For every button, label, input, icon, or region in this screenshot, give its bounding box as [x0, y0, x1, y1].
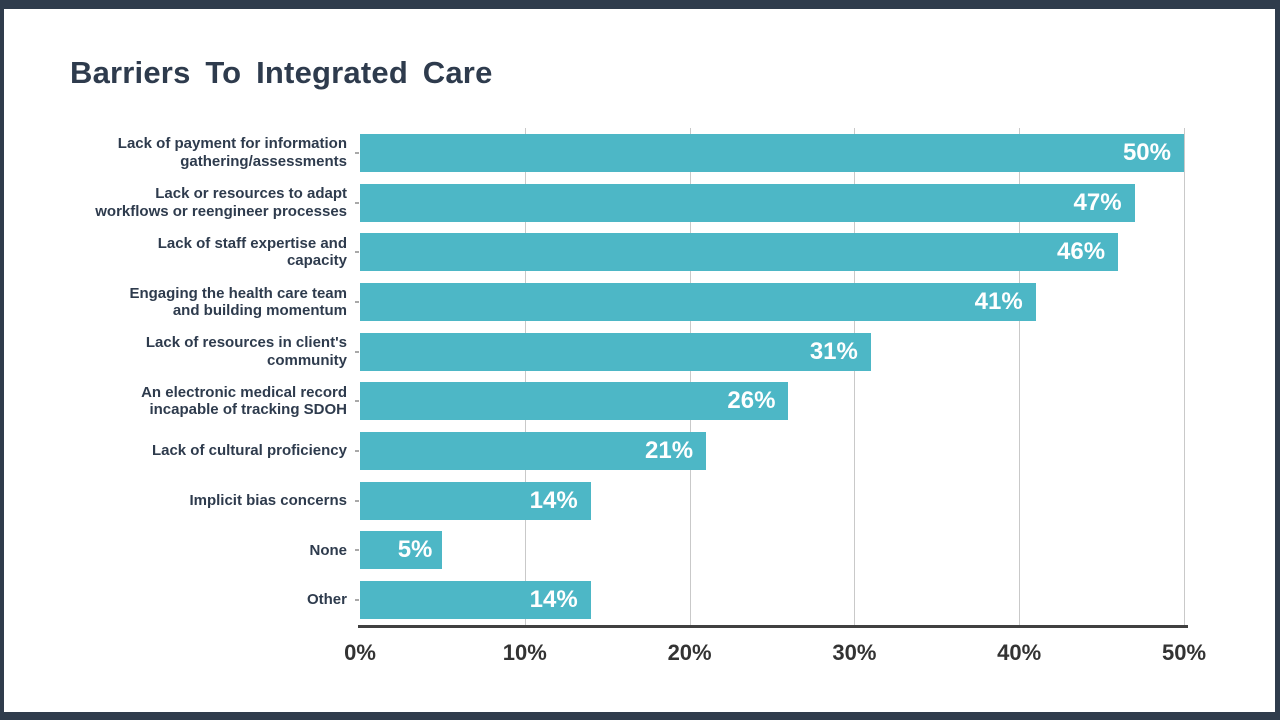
- bar-row: 46%: [355, 227, 1184, 277]
- bar: 47%: [360, 183, 1135, 222]
- category-label-row: Lack of staff expertise and capacity: [40, 227, 347, 277]
- category-label: None: [309, 541, 348, 559]
- plot-area: 50% 47% 46% 41% 31% 26% 21% 14% 5% 14%: [355, 128, 1188, 628]
- bar-value-label: 31%: [809, 337, 858, 365]
- bar: 31%: [360, 332, 871, 371]
- category-label-row: Lack of resources in client's community: [40, 327, 347, 377]
- bar: 41%: [360, 282, 1036, 321]
- category-label: Implicit bias concerns: [189, 492, 347, 510]
- bar-value-label: 26%: [727, 387, 776, 415]
- category-axis-tick: [355, 499, 359, 502]
- bar-row: 47%: [355, 178, 1184, 228]
- bar: 14%: [360, 481, 591, 520]
- category-label: Lack of resources in client's community: [145, 334, 347, 369]
- category-label-row: Lack of cultural proficiency: [40, 426, 347, 476]
- bar-value-label: 14%: [529, 486, 578, 514]
- x-tick-label: 40%: [997, 640, 1042, 665]
- bar-row: 26%: [355, 377, 1184, 427]
- category-axis-tick: [355, 251, 359, 254]
- bar-value-label: 46%: [1057, 238, 1106, 266]
- x-tick-label: 20%: [667, 640, 712, 665]
- category-axis-tick: [355, 350, 359, 353]
- gridline: [854, 128, 856, 625]
- bar-row: 14%: [355, 575, 1184, 625]
- category-label-row: Other: [40, 575, 347, 625]
- gridline: [524, 128, 526, 625]
- bar-row: 14%: [355, 476, 1184, 526]
- bar: 26%: [360, 382, 789, 421]
- bar: 21%: [360, 432, 707, 471]
- bar: 14%: [360, 581, 591, 620]
- x-tick-label: 0%: [344, 640, 376, 665]
- bar: 46%: [360, 233, 1119, 272]
- category-label: Lack of cultural proficiency: [151, 442, 347, 460]
- x-tick-label: 10%: [502, 640, 547, 665]
- bar-value-label: 5%: [397, 536, 433, 564]
- bar-row: 31%: [355, 327, 1184, 377]
- x-axis-line: [358, 625, 1188, 628]
- category-label: Other: [306, 591, 347, 609]
- category-label: An electronic medical record incapable of…: [141, 383, 347, 419]
- bar-value-label: 14%: [529, 586, 578, 614]
- x-tick-label: 30%: [832, 640, 877, 665]
- category-axis-tick: [355, 300, 359, 303]
- bar-row: 41%: [355, 277, 1184, 327]
- category-axis-tick: [355, 549, 359, 552]
- category-label: Lack of payment for information gathering…: [117, 135, 347, 170]
- category-label: Engaging the health care team and buildin…: [129, 284, 347, 319]
- category-label-row: Implicit bias concerns: [40, 476, 347, 526]
- chart-title: Barriers To Integrated Care: [70, 55, 493, 90]
- category-axis-tick: [355, 450, 359, 453]
- bar-value-label: 41%: [974, 287, 1023, 315]
- slide: Barriers To Integrated Care Lack of paym…: [4, 9, 1275, 712]
- category-labels: Lack of payment for information gathering…: [40, 128, 347, 625]
- category-label: Lack of staff expertise and capacity: [157, 234, 347, 270]
- category-label-row: Lack or resources to adapt workflows or r…: [40, 178, 347, 228]
- gridline: [689, 128, 691, 625]
- bar-value-label: 21%: [645, 437, 694, 465]
- category-axis-tick: [355, 599, 359, 602]
- gridline: [1019, 128, 1021, 625]
- bar: 5%: [360, 531, 443, 570]
- category-label-row: None: [40, 526, 348, 576]
- bar-value-label: 50%: [1122, 138, 1171, 166]
- bar: 50%: [360, 133, 1184, 172]
- category-label-row: An electronic medical record incapable of…: [40, 377, 347, 427]
- bar-value-label: 47%: [1073, 188, 1122, 216]
- category-axis-tick: [355, 400, 359, 403]
- bar-rows: 50% 47% 46% 41% 31% 26% 21% 14% 5% 14%: [355, 128, 1184, 625]
- bar-row: 5%: [355, 526, 1184, 576]
- category-label: Lack or resources to adapt workflows or r…: [95, 185, 347, 220]
- bar-row: 21%: [355, 426, 1184, 476]
- category-axis-tick: [355, 151, 359, 154]
- x-axis-ticks: 0% 10% 20% 30% 40% 50%: [344, 640, 1206, 670]
- category-label-row: Lack of payment for information gathering…: [40, 128, 347, 178]
- x-tick-label: 50%: [1161, 640, 1207, 665]
- category-label-row: Engaging the health care team and buildin…: [40, 277, 347, 327]
- bar-row: 50%: [355, 128, 1184, 178]
- category-axis-tick: [355, 201, 359, 204]
- gridline: [1184, 128, 1185, 625]
